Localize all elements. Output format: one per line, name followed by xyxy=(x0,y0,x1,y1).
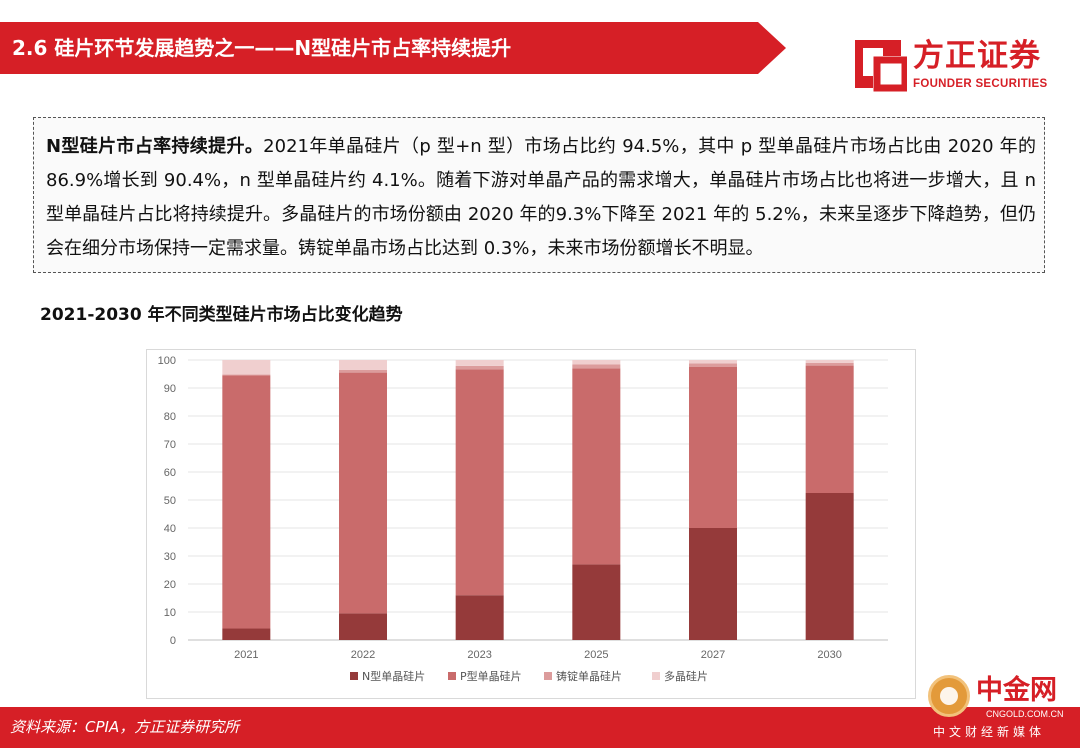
x-tick-label: 2021 xyxy=(234,649,258,661)
bar-segment xyxy=(805,365,854,493)
y-tick-label: 60 xyxy=(164,467,176,479)
bar-segment xyxy=(339,369,387,373)
bar-segment xyxy=(455,369,504,596)
bar-segment xyxy=(339,613,387,640)
bar-segment xyxy=(222,360,271,375)
legend-swatch xyxy=(350,672,358,680)
legend-label: N型单晶硅片 xyxy=(362,669,425,683)
y-tick-label: 50 xyxy=(164,495,176,507)
bar-segment xyxy=(572,368,621,565)
bar-segment xyxy=(222,628,271,640)
legend-label: P型单晶硅片 xyxy=(460,669,522,683)
y-tick-label: 100 xyxy=(158,355,176,367)
bar-segment xyxy=(572,364,621,369)
x-tick-label: 2022 xyxy=(351,649,375,661)
legend-swatch xyxy=(448,672,456,680)
watermark-name: 中金网 xyxy=(976,675,1057,706)
y-tick-label: 40 xyxy=(164,523,176,535)
bar-segment xyxy=(805,362,854,366)
x-tick-label: 2025 xyxy=(584,649,608,661)
legend-swatch xyxy=(544,672,552,680)
summary-box: N型硅片市占率持续提升。2021年单晶硅片（p 型+n 型）市场占比约 94.5… xyxy=(33,117,1045,273)
bar-segment xyxy=(455,360,504,366)
chart-title: 2021-2030 年不同类型硅片市场占比变化趋势 xyxy=(40,305,403,325)
page-title: 2.6 硅片环节发展趋势之一——N型硅片市占率持续提升 xyxy=(12,36,512,60)
logo-mark-icon xyxy=(855,40,907,92)
bar-segment xyxy=(339,360,387,370)
legend-label: 多晶硅片 xyxy=(664,669,708,683)
source-note: 资料来源：CPIA，方正证券研究所 xyxy=(10,718,240,736)
bar-segment xyxy=(689,363,737,367)
bar-segment xyxy=(689,360,737,364)
bar-segment xyxy=(572,564,621,640)
footer-band xyxy=(0,707,1080,748)
bar-segment xyxy=(222,374,271,376)
y-tick-label: 80 xyxy=(164,411,176,423)
bar-segment xyxy=(455,365,504,370)
y-tick-label: 90 xyxy=(164,383,176,395)
legend-swatch xyxy=(652,672,660,680)
x-tick-label: 2027 xyxy=(701,649,725,661)
legend-label: 铸锭单晶硅片 xyxy=(556,669,622,683)
bar-segment xyxy=(805,493,854,640)
y-tick-label: 70 xyxy=(164,439,176,451)
x-tick-label: 2023 xyxy=(467,649,491,661)
bar-segment xyxy=(339,372,387,614)
summary-paragraph: N型硅片市占率持续提升。2021年单晶硅片（p 型+n 型）市场占比约 94.5… xyxy=(46,130,1036,266)
summary-lead: N型硅片市占率持续提升。 xyxy=(46,136,264,157)
bar-segment xyxy=(805,360,854,363)
logo-name-en: FOUNDER SECURITIES xyxy=(913,78,1048,90)
watermark-logo-icon xyxy=(928,675,970,717)
bar-segment xyxy=(572,360,621,365)
chart-frame xyxy=(146,349,916,699)
company-logo: 方正证券 FOUNDER SECURITIES xyxy=(853,36,1063,96)
header-band xyxy=(0,22,786,74)
logo-name-cn: 方正证券 xyxy=(913,38,1041,74)
y-tick-label: 0 xyxy=(170,635,176,647)
y-tick-label: 10 xyxy=(164,607,176,619)
bar-segment xyxy=(455,595,504,640)
y-tick-label: 20 xyxy=(164,579,176,591)
watermark: 中金网 CNGOLD.COM.CN 中文财经新媒体 xyxy=(928,675,1078,745)
y-tick-label: 30 xyxy=(164,551,176,563)
summary-body: 2021年单晶硅片（p 型+n 型）市场占比约 94.5%，其中 p 型单晶硅片… xyxy=(46,136,1036,259)
bar-segment xyxy=(222,375,271,629)
watermark-tagline: 中文财经新媒体 xyxy=(933,725,1046,739)
x-tick-label: 2030 xyxy=(817,649,841,661)
watermark-domain: CNGOLD.COM.CN xyxy=(986,709,1064,719)
bar-segment xyxy=(689,367,737,528)
bar-segment xyxy=(689,528,737,640)
